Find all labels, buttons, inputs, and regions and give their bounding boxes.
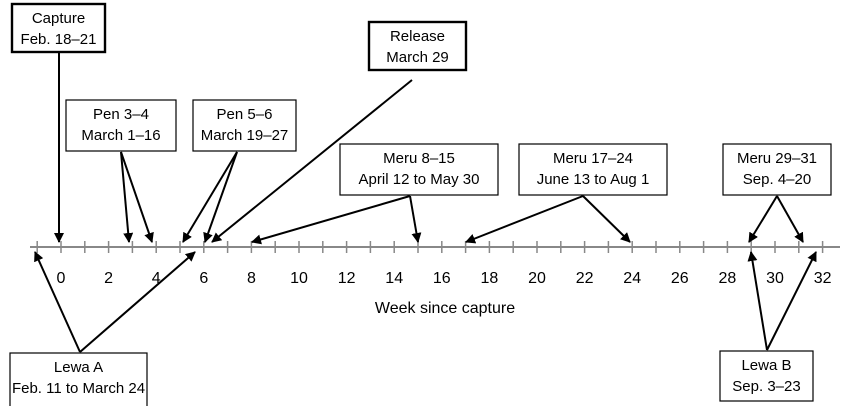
box bbox=[192, 99, 297, 152]
box-text: March 19–27 bbox=[201, 127, 289, 144]
tick-label: 22 bbox=[576, 270, 594, 287]
box-text: Meru 29–31 bbox=[737, 150, 817, 167]
box-text: Sep. 4–20 bbox=[743, 171, 811, 188]
box bbox=[518, 143, 668, 196]
box-text: Release bbox=[390, 28, 445, 45]
tick-label: 14 bbox=[385, 270, 403, 287]
arrows bbox=[34, 52, 817, 353]
box-text: Sep. 3–23 bbox=[732, 378, 800, 395]
label-box: Lewa A Feb. 11 to March 24 bbox=[9, 352, 148, 406]
axis-label: Week since capture bbox=[375, 300, 515, 317]
tick-label: 18 bbox=[481, 270, 499, 287]
box bbox=[367, 20, 468, 72]
box-text: April 12 to May 30 bbox=[359, 171, 480, 188]
box bbox=[339, 143, 499, 196]
tick-label: 0 bbox=[57, 270, 66, 287]
box-text: Lewa B bbox=[741, 357, 791, 374]
tick-label: 6 bbox=[199, 270, 208, 287]
box bbox=[722, 143, 832, 196]
box bbox=[9, 352, 148, 406]
label-box: Pen 5–6 March 19–27 bbox=[192, 99, 297, 152]
label-box: Capture Feb. 18–21 bbox=[10, 2, 107, 54]
box-text: Pen 5–6 bbox=[217, 106, 273, 123]
box-text: June 13 to Aug 1 bbox=[537, 171, 650, 188]
tick-label: 28 bbox=[719, 270, 737, 287]
tick-label: 10 bbox=[290, 270, 308, 287]
label-box: Meru 17–24 June 13 to Aug 1 bbox=[518, 143, 668, 196]
tick-label: 20 bbox=[528, 270, 546, 287]
tick-label: 32 bbox=[814, 270, 832, 287]
tick-label: 26 bbox=[671, 270, 689, 287]
box bbox=[65, 99, 177, 152]
box-text: Meru 8–15 bbox=[383, 150, 455, 167]
tick-label: 30 bbox=[766, 270, 784, 287]
box-text: Capture bbox=[32, 10, 85, 27]
box-text: Feb. 18–21 bbox=[21, 31, 97, 48]
label-box: Lewa B Sep. 3–23 bbox=[719, 350, 814, 402]
box-text: Pen 3–4 bbox=[93, 106, 149, 123]
box-text: Feb. 11 to March 24 bbox=[12, 380, 145, 397]
tick-label: 16 bbox=[433, 270, 451, 287]
box-text: March 1–16 bbox=[81, 127, 160, 144]
tick-label: 8 bbox=[247, 270, 256, 287]
box bbox=[719, 350, 814, 402]
label-box: Meru 8–15 April 12 to May 30 bbox=[339, 143, 499, 196]
tick-label: 4 bbox=[152, 270, 161, 287]
box-text: March 29 bbox=[386, 49, 449, 66]
box bbox=[10, 2, 107, 54]
box-text: Lewa A bbox=[54, 359, 103, 376]
tick-label: 2 bbox=[104, 270, 113, 287]
tick-label: 12 bbox=[338, 270, 356, 287]
box-text: Meru 17–24 bbox=[553, 150, 633, 167]
label-box: Meru 29–31 Sep. 4–20 bbox=[722, 143, 832, 196]
label-box: Release March 29 bbox=[367, 20, 468, 72]
label-box: Pen 3–4 March 1–16 bbox=[65, 99, 177, 152]
tick-label: 24 bbox=[623, 270, 641, 287]
